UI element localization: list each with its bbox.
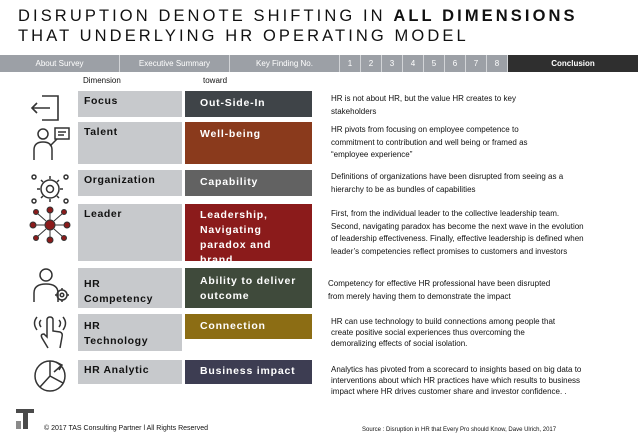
dimension-column-header: Dimension — [83, 76, 121, 85]
toward-column-header: toward — [203, 76, 228, 85]
description-hr-competency: Competency for effective HR professional… — [328, 279, 551, 301]
dimension-focus: Focus — [78, 91, 182, 117]
toward-business-impact: Business impact — [185, 360, 312, 384]
exit-door-icon — [26, 88, 74, 128]
touch-hand-icon — [26, 312, 74, 352]
title-line-1: DISRUPTION DENOTE SHIFTING IN ALL DIMENS… — [18, 7, 578, 25]
nav-page-1[interactable]: 1 — [340, 55, 361, 72]
nav-conclusion[interactable]: Conclusion — [508, 55, 638, 72]
dimension-hr-analytic: HR Analytic — [78, 360, 182, 384]
nav-key-finding[interactable]: Key Finding No. — [230, 55, 340, 72]
gears-icon — [26, 169, 74, 209]
description-organization: Definitions of organizations have been d… — [331, 172, 564, 194]
description-focus: HR is not about HR, but the value HR cre… — [331, 94, 516, 116]
toward-connection: Connection — [185, 314, 312, 339]
description-hr-technology: HR can use technology to build connectio… — [331, 317, 556, 348]
description-hr-analytic: Analytics has pivoted from a scorecard t… — [331, 365, 582, 396]
nav-page-8[interactable]: 8 — [487, 55, 508, 72]
nav-about-survey[interactable]: About Survey — [0, 55, 120, 72]
nav-page-7[interactable]: 7 — [466, 55, 487, 72]
pie-chart-icon — [26, 356, 74, 396]
nav-executive-summary[interactable]: Executive Summary — [120, 55, 230, 72]
network-people-icon — [26, 205, 74, 245]
toward-ability-to-deliver: Ability to deliver outcome — [185, 268, 312, 308]
description-talent: HR pivots from focusing on employee comp… — [331, 125, 528, 159]
nav-page-4[interactable]: 4 — [403, 55, 424, 72]
company-logo — [12, 406, 38, 432]
nav-page-2[interactable]: 2 — [361, 55, 382, 72]
title-line-2: THAT UNDERLYING HR OPERATING MODEL — [18, 27, 469, 45]
toward-out-side-in: Out-Side-In — [185, 91, 312, 117]
page-title: DISRUPTION DENOTE SHIFTING IN ALL DIMENS… — [18, 6, 628, 46]
toward-leadership: Leadership, Navigating paradox and brand — [185, 204, 312, 266]
nav-page-6[interactable]: 6 — [445, 55, 466, 72]
dimension-hr-technology: HR Technology — [78, 314, 182, 351]
dimension-organization: Organization — [78, 170, 182, 196]
dimension-talent: Talent — [78, 122, 182, 164]
person-presenting-icon — [26, 124, 74, 164]
nav-page-5[interactable]: 5 — [424, 55, 445, 72]
dimension-hr-competency: HR Competency — [78, 268, 182, 308]
toward-well-being: Well-being — [185, 122, 312, 164]
section-navbar: About Survey Executive Summary Key Findi… — [0, 55, 638, 72]
toward-capability: Capability — [185, 170, 312, 196]
copyright-text: © 2017 TAS Consulting Partner l All Righ… — [44, 425, 209, 432]
description-leader: First, from the individual leader to the… — [331, 209, 584, 256]
dimension-leader: Leader — [78, 204, 182, 261]
source-text: Source : Disruption in HR that Every Pro… — [362, 427, 557, 433]
nav-page-3[interactable]: 3 — [382, 55, 403, 72]
person-gear-icon — [26, 266, 74, 306]
